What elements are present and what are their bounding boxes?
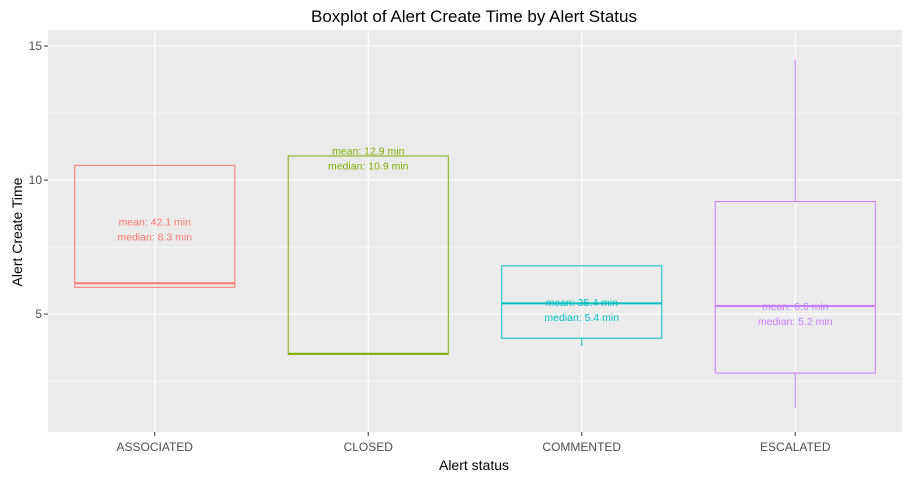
box-body (714, 201, 876, 374)
x-axis: ASSOCIATED CLOSED COMMENTED ESCALATED (117, 432, 831, 454)
mean-label: mean: 6.6 min (762, 301, 829, 313)
chart-title: Boxplot of Alert Create Time by Alert St… (311, 7, 637, 26)
box-body (74, 164, 236, 288)
y-tick-label: 15 (29, 39, 43, 53)
mean-label: mean: 12.9 min (332, 146, 405, 158)
median-label: median: 10.9 min (328, 160, 409, 172)
x-tick-label: CLOSED (344, 440, 394, 454)
x-tick-label: ASSOCIATED (117, 440, 194, 454)
median-label: median: 5.2 min (758, 316, 833, 328)
median-label: median: 5.4 min (544, 312, 619, 324)
y-axis: 5 10 15 (29, 39, 48, 321)
y-tick-label: 5 (35, 307, 42, 321)
box-commented: mean: 35.4 min median: 5.4 min (501, 265, 663, 347)
box-body (501, 265, 663, 339)
mean-label: mean: 35.4 min (546, 297, 619, 309)
median-label: median: 8.3 min (117, 231, 192, 243)
mean-label: mean: 42.1 min (119, 217, 192, 229)
box-associated: mean: 42.1 min median: 8.3 min (74, 164, 236, 288)
grid-lines (48, 30, 902, 432)
y-tick-label: 10 (29, 173, 43, 187)
plot-panel (48, 30, 902, 432)
boxes-layer: mean: 42.1 min median: 8.3 min mean: 12.9 … (74, 59, 876, 408)
box-escalated: mean: 6.6 min median: 5.2 min (714, 59, 876, 408)
y-axis-title: Alert Create Time (9, 177, 25, 286)
box-closed: mean: 12.9 min median: 10.9 min (287, 146, 449, 355)
x-tick-label: COMMENTED (542, 440, 621, 454)
x-axis-title: Alert status (439, 457, 509, 473)
x-tick-label: ESCALATED (760, 440, 831, 454)
